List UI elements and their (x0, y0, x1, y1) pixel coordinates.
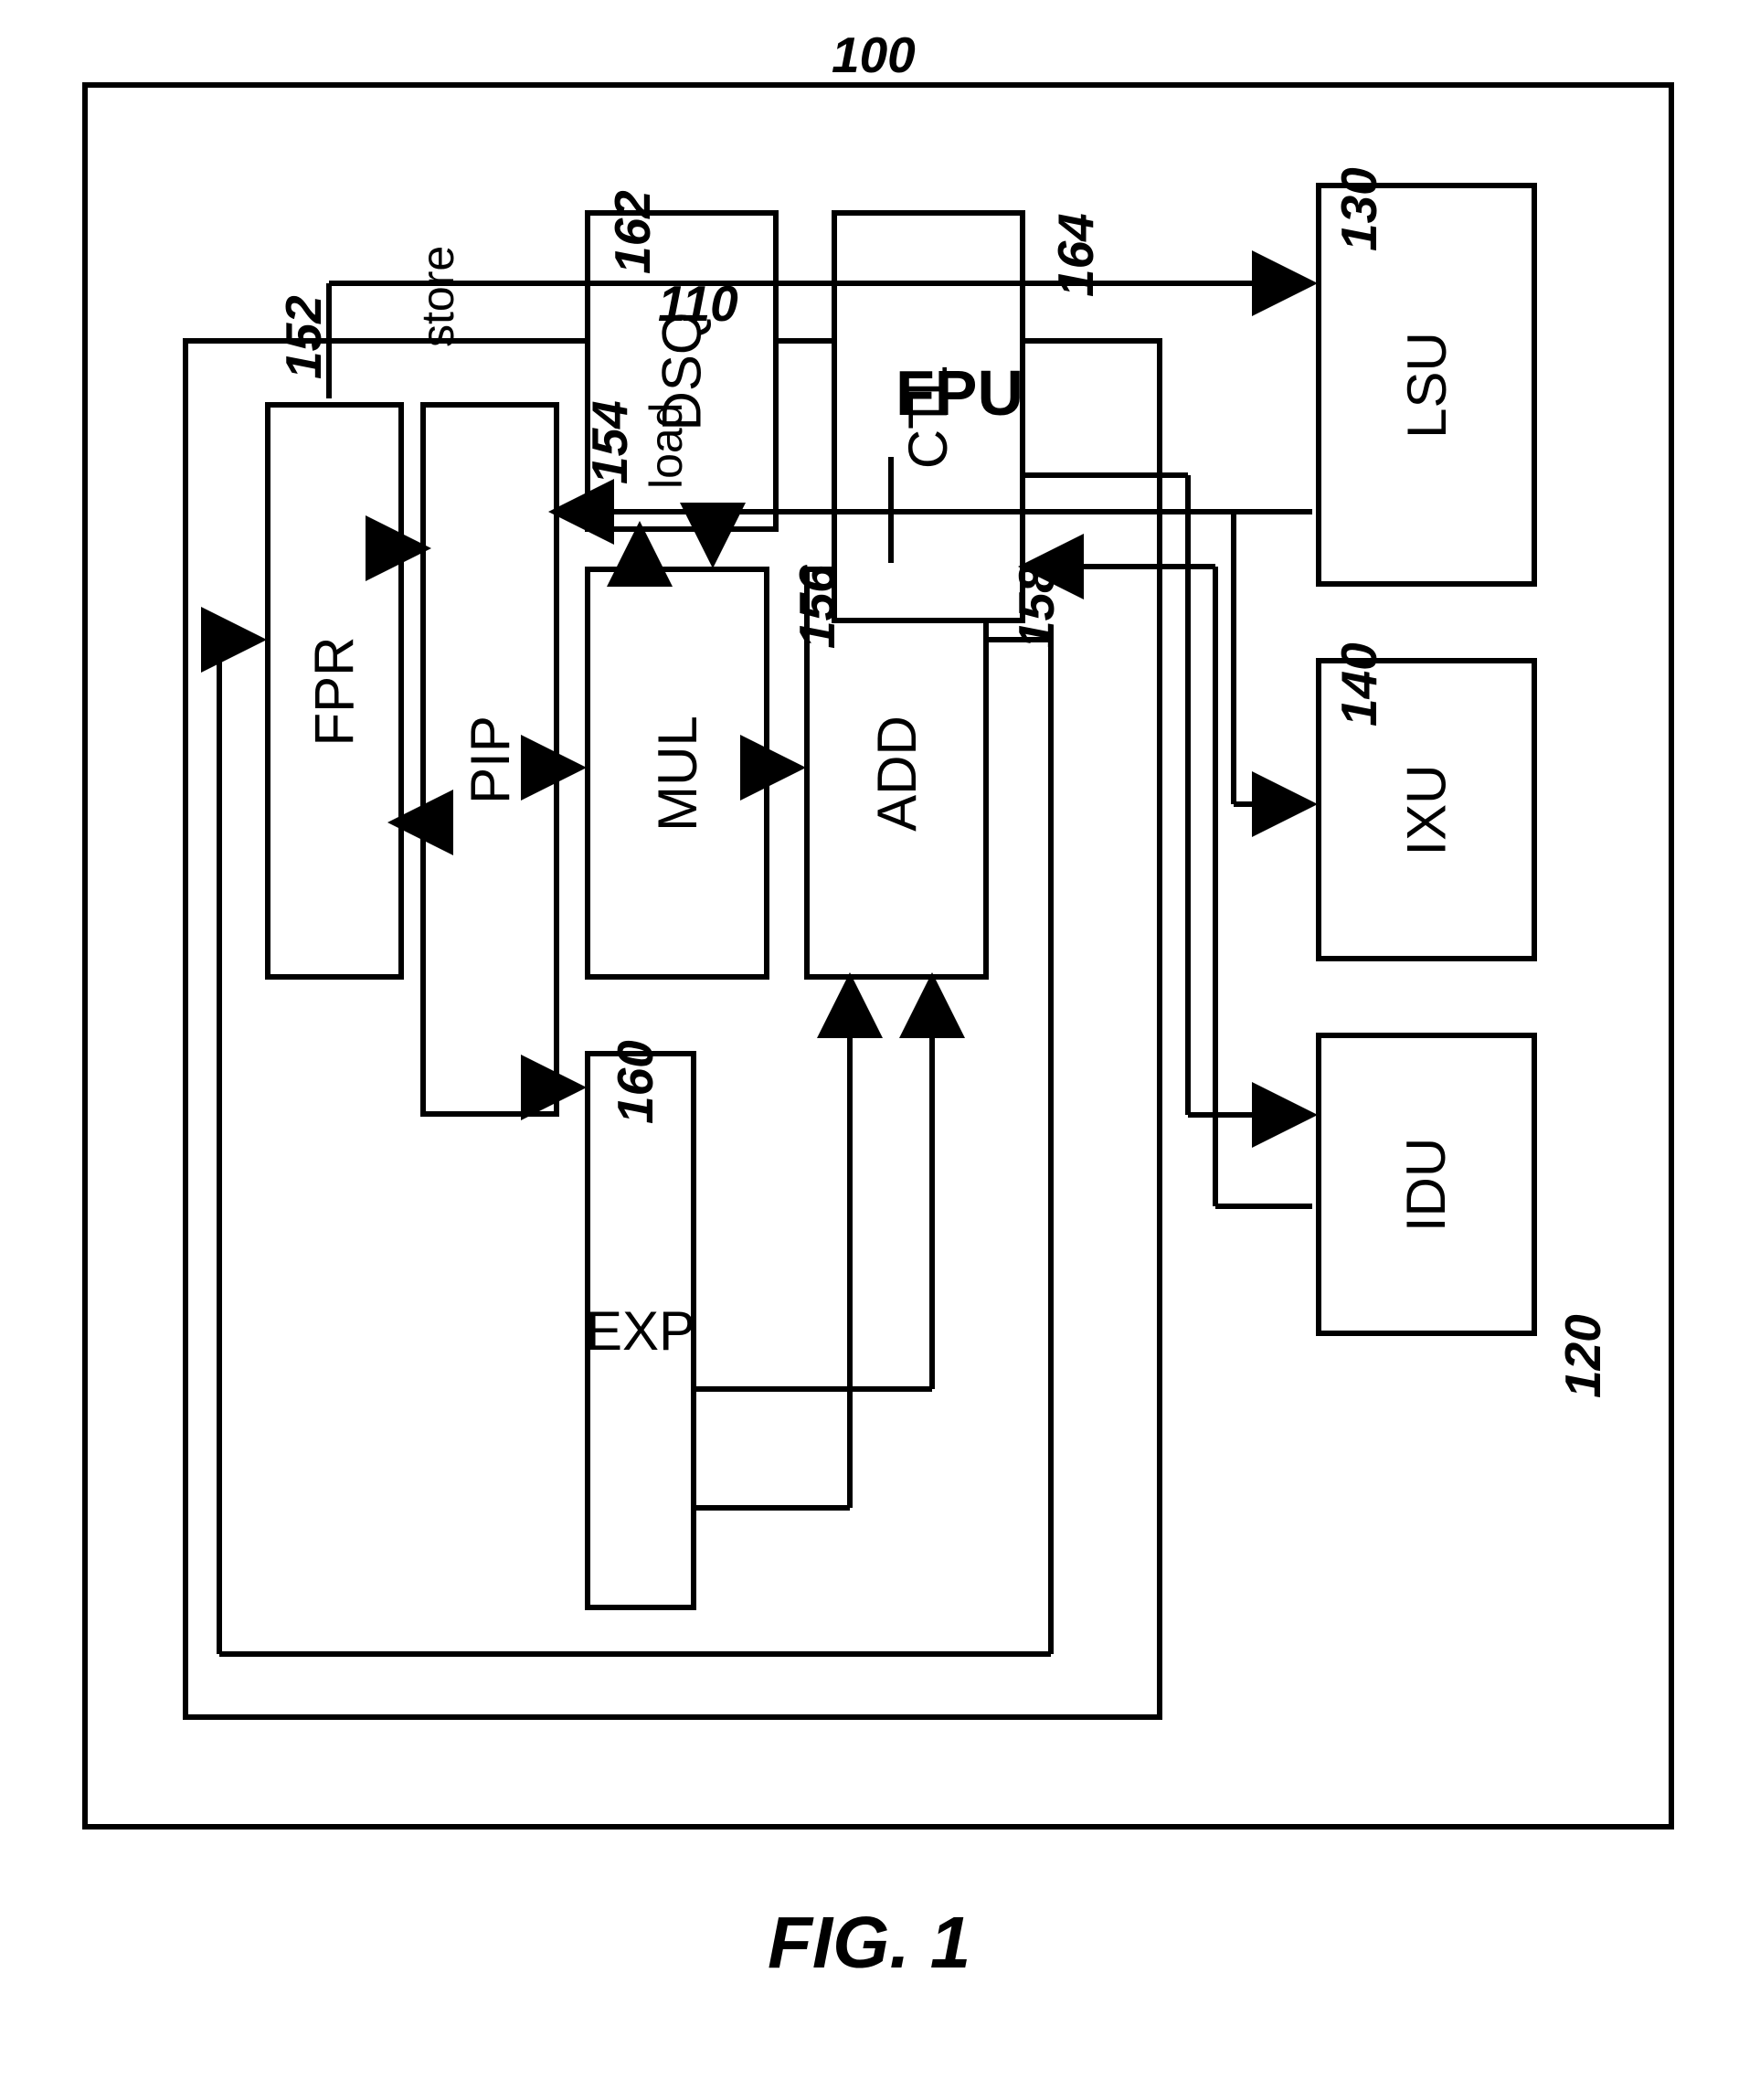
add-ref: 158 (1007, 565, 1066, 649)
load-label: load (640, 402, 693, 489)
store-label: store (411, 246, 464, 347)
fpu-ref: 110 (658, 274, 738, 333)
connectors (0, 0, 1760, 2100)
pip-ref: 154 (580, 400, 639, 484)
ixu-ref: 140 (1330, 642, 1388, 727)
diagram-root: FPR PIP MUL ADD EXP DSQ CTL LSU IXU IDU (0, 0, 1760, 2100)
fpu-title: FPU (896, 356, 1023, 430)
dsq-ref: 162 (603, 190, 662, 274)
mul-ref: 156 (788, 565, 846, 649)
ctl-ref: 164 (1046, 213, 1105, 297)
outer-ref: 100 (832, 26, 916, 84)
exp-ref: 160 (606, 1040, 664, 1124)
figure-caption: FIG. 1 (768, 1901, 970, 1985)
fpr-ref: 152 (274, 295, 333, 379)
lsu-ref: 130 (1330, 167, 1388, 251)
idu-ref: 120 (1553, 1314, 1612, 1398)
